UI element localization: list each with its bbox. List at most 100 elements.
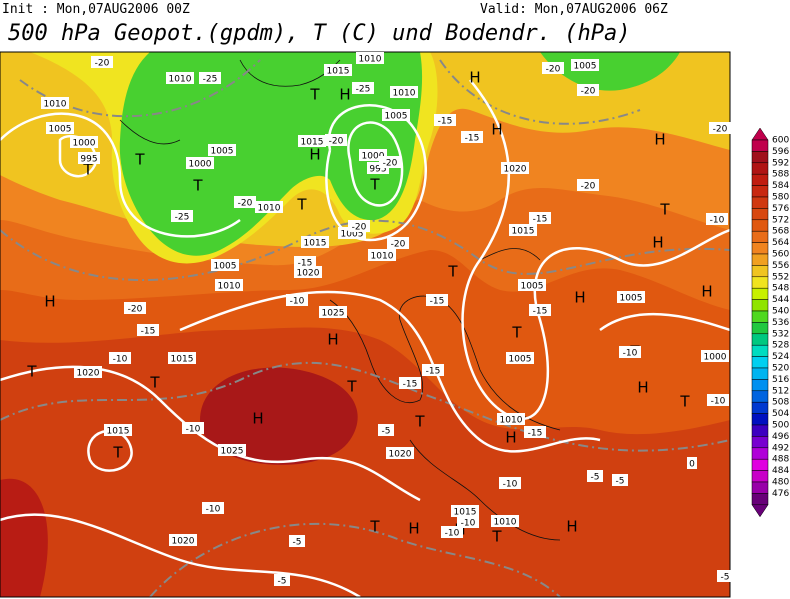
temperature-label: -10 <box>441 526 463 539</box>
temperature-label: -10 <box>457 516 479 529</box>
temperature-label-text: -15 <box>403 380 418 390</box>
temperature-label: -20 <box>325 134 347 147</box>
isobar-label: 1010 <box>166 72 194 85</box>
pressure-center: H <box>44 293 55 311</box>
temperature-label: -10 <box>706 213 728 226</box>
label-box <box>612 474 628 486</box>
temperature-label-text: -20 <box>329 137 344 147</box>
label-box <box>687 457 697 469</box>
temperature-label: -15 <box>422 364 444 377</box>
colorbar-cell <box>751 139 769 152</box>
isobar <box>0 79 730 597</box>
isobar-label: 1020 <box>74 366 102 379</box>
label-box <box>352 82 374 94</box>
temperature-label-text: -5 <box>278 577 287 587</box>
label-box <box>509 224 537 236</box>
temperature-label-text: -20 <box>713 125 728 135</box>
temperature-label: -15 <box>399 377 421 390</box>
isobar-label-text: 1000 <box>73 139 96 149</box>
temperature-label: -15 <box>294 256 316 269</box>
label-box <box>298 135 326 147</box>
map-title: 500 hPa Geopot.(gpdm), T (C) und Bodendr… <box>8 21 631 46</box>
temperature-label: -20 <box>91 56 113 69</box>
label-box <box>208 144 236 156</box>
isobar-label: 1010 <box>390 86 418 99</box>
colorbar-cell <box>751 162 769 175</box>
label-box <box>501 162 529 174</box>
colorbar-label: 588 <box>772 170 789 180</box>
temperature-label: -15 <box>137 324 159 337</box>
colorbar-label: 532 <box>772 329 789 339</box>
isobar-label-text: 1005 <box>620 294 643 304</box>
isobar-label: 1010 <box>255 201 283 214</box>
label-box <box>199 72 221 84</box>
isobar-label: 995 <box>78 152 100 165</box>
label-box <box>348 220 370 232</box>
temperature-label-text: -10 <box>623 349 638 359</box>
temperature-label: -10 <box>202 502 224 515</box>
isobar-label-text: 1010 <box>494 518 517 528</box>
isobar-label: 1020 <box>294 266 322 279</box>
label-box <box>289 535 305 547</box>
temperature-label: -15 <box>524 426 546 439</box>
temperature-label-text: -20 <box>238 199 253 209</box>
isobar-label: 1015 <box>301 236 329 249</box>
pressure-center: T <box>414 413 425 431</box>
pressure-center: T <box>491 528 502 546</box>
label-box <box>529 304 551 316</box>
temperature-label-text: -15 <box>533 307 548 317</box>
isobar-label-text: 1015 <box>327 67 350 77</box>
colorbar-label: 596 <box>772 147 789 157</box>
label-box <box>382 109 410 121</box>
temperature-label: -20 <box>348 220 370 233</box>
colorbar-label: 552 <box>772 272 789 282</box>
colorbar-label: 484 <box>772 466 789 476</box>
pressure-center: H <box>327 331 338 349</box>
isobar-label: 1005 <box>518 279 546 292</box>
isobar-label-text: 1020 <box>389 450 412 460</box>
isobar-label: 1005 <box>382 109 410 122</box>
label-box <box>319 306 347 318</box>
label-box <box>325 134 347 146</box>
pressure-center: T <box>346 378 357 396</box>
label-box <box>524 426 546 438</box>
colorbar-cell <box>751 287 769 300</box>
isobar-label: 1010 <box>356 52 384 65</box>
temperature-label-text: -20 <box>391 240 406 250</box>
colorbar-cell <box>751 276 769 289</box>
isobar-label: 1005 <box>506 352 534 365</box>
isobar-label-text: 1010 <box>371 252 394 262</box>
isobar-label: 1020 <box>386 447 414 460</box>
colorbar-label: 516 <box>772 375 789 385</box>
label-box <box>137 324 159 336</box>
label-box <box>186 157 214 169</box>
temperature-label: -25 <box>171 210 193 223</box>
isobar-label-text: 1010 <box>169 75 192 85</box>
colorbar-label: 600 <box>772 136 789 146</box>
label-box <box>274 574 290 586</box>
temperature-label: -5 <box>612 474 628 487</box>
pressure-center: H <box>654 131 665 149</box>
colorbar-cell <box>751 333 769 346</box>
temperature-label: -5 <box>717 570 733 583</box>
isobar-label: 1005 <box>571 59 599 72</box>
label-box <box>577 84 599 96</box>
pressure-center: T <box>447 263 458 281</box>
label-box <box>46 122 74 134</box>
label-box <box>701 350 729 362</box>
isobar-label-text: 1005 <box>211 147 234 157</box>
pressure-center: T <box>309 86 320 104</box>
isobar-label-text: 1015 <box>171 355 194 365</box>
temperature-label: -5 <box>289 535 305 548</box>
colorbar-label: 480 <box>772 478 789 488</box>
temperature-label-text: -20 <box>128 305 143 315</box>
colorbar-label: 540 <box>772 307 789 317</box>
colorbar-cell <box>751 310 769 323</box>
isobar-label: 1005 <box>617 291 645 304</box>
colorbar-cap <box>751 127 769 141</box>
temperature-label-text: -5 <box>616 477 625 487</box>
isobar-label: 1000 <box>70 136 98 149</box>
temperature-label-text: -20 <box>95 59 110 69</box>
colorbar-cell <box>751 208 769 221</box>
